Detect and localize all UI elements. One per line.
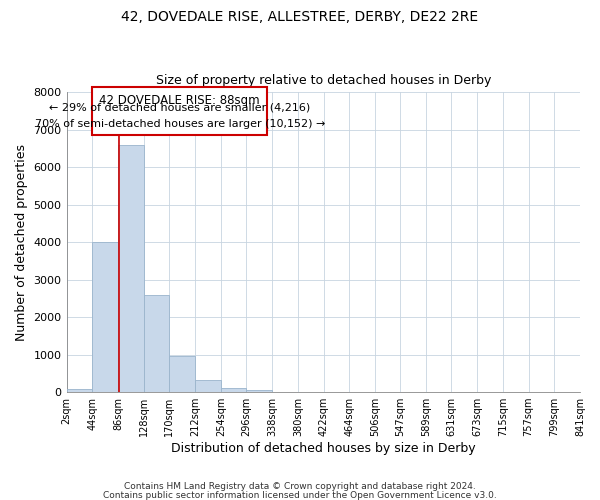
Text: 42, DOVEDALE RISE, ALLESTREE, DERBY, DE22 2RE: 42, DOVEDALE RISE, ALLESTREE, DERBY, DE2… [121, 10, 479, 24]
Bar [118, 145, 143, 392]
Bar [143, 294, 169, 392]
Text: Contains HM Land Registry data © Crown copyright and database right 2024.: Contains HM Land Registry data © Crown c… [124, 482, 476, 491]
Text: Contains public sector information licensed under the Open Government Licence v3: Contains public sector information licen… [103, 490, 497, 500]
Bar [221, 388, 247, 392]
Text: 42 DOVEDALE RISE: 88sqm: 42 DOVEDALE RISE: 88sqm [100, 94, 260, 108]
Title: Size of property relative to detached houses in Derby: Size of property relative to detached ho… [155, 74, 491, 87]
Bar [195, 380, 221, 392]
Y-axis label: Number of detached properties: Number of detached properties [15, 144, 28, 340]
Bar [92, 86, 267, 136]
Bar [169, 356, 195, 392]
Bar [67, 390, 92, 392]
Text: 70% of semi-detached houses are larger (10,152) →: 70% of semi-detached houses are larger (… [35, 119, 325, 129]
X-axis label: Distribution of detached houses by size in Derby: Distribution of detached houses by size … [171, 442, 476, 455]
Text: ← 29% of detached houses are smaller (4,216): ← 29% of detached houses are smaller (4,… [49, 102, 310, 113]
Bar [92, 242, 118, 392]
Bar [247, 390, 272, 392]
